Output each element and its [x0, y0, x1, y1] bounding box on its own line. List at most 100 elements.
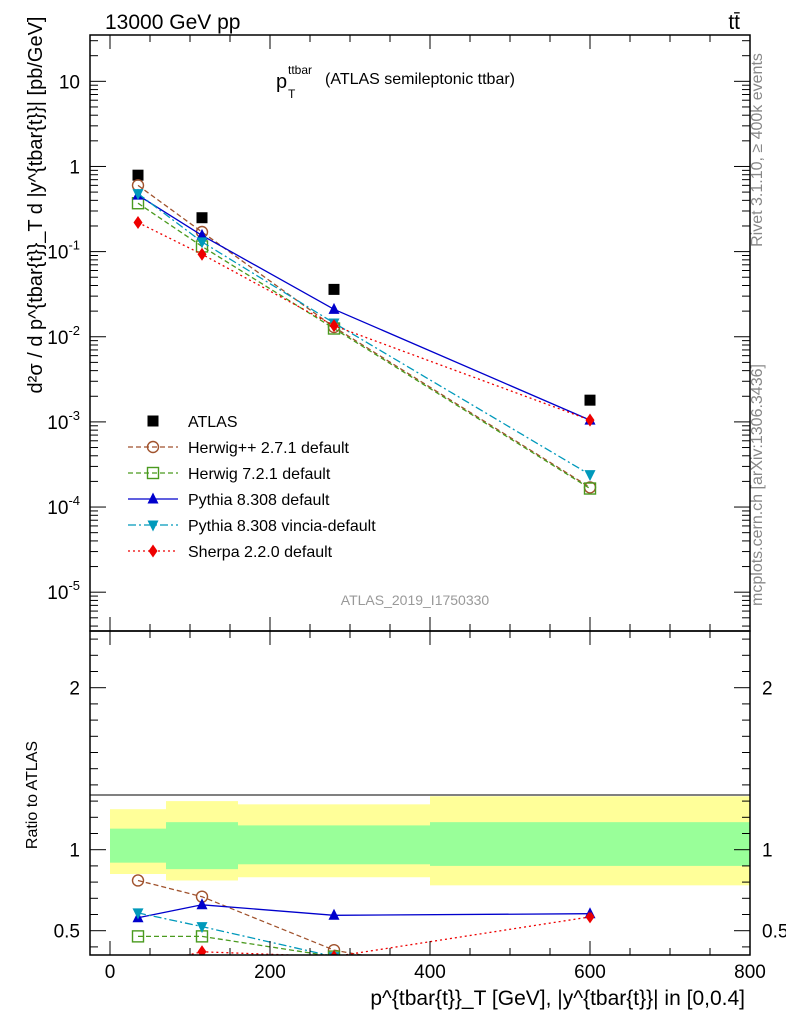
legend-marker-4 — [147, 520, 159, 532]
legend-marker-3 — [147, 492, 159, 504]
main-y-tick-label: 10-3 — [47, 408, 80, 434]
ratio-series-1-point — [131, 930, 145, 943]
ratio-y-tick-label-right: 2 — [762, 679, 773, 700]
main-series-5-line — [137, 221, 591, 421]
ratio-y-tick-label-right: 1 — [762, 841, 773, 862]
main-series-2-line — [137, 202, 591, 490]
ratio-ticks — [90, 631, 751, 955]
main-series-3-point — [196, 228, 208, 240]
main-series-5-point — [197, 247, 207, 261]
ratio-uncertainty-bands — [110, 796, 750, 886]
main-series — [131, 169, 597, 495]
main-series-5-point — [133, 215, 143, 229]
main-series-0-point — [196, 212, 208, 224]
ratio-series — [131, 874, 596, 973]
main-y-tick-exponent: -4 — [68, 493, 80, 508]
x-tick-label: 200 — [254, 962, 286, 983]
chart-title: p ttbar T (ATLAS semileptonic ttbar) — [276, 63, 515, 101]
ratio-y-tick-label-left: 1 — [69, 841, 80, 862]
main-y-tick-label: 10-2 — [47, 323, 80, 349]
ratio-band-green — [430, 822, 750, 866]
ratio-frame — [89, 630, 751, 956]
main-y-tick-exponent: -2 — [68, 323, 80, 338]
legend: ATLAS Herwig++ 2.7.1 default Herwig 7.2.1 … — [128, 414, 376, 561]
main-ticks — [90, 35, 751, 631]
main-y-tick-base: 10 — [47, 328, 68, 349]
main-series-4-point — [132, 189, 144, 201]
main-y-tick-base: 10 — [47, 413, 68, 434]
rivet-label: Rivet 3.1.10, ≥ 400k events — [749, 53, 766, 247]
x-tick-label: 800 — [734, 962, 766, 983]
x-tick-label: 0 — [105, 962, 116, 983]
ratio-y-axis-label: Ratio to ATLAS — [24, 741, 41, 849]
legend-marker-2 — [146, 466, 160, 480]
main-y-tick-label: 10 — [59, 72, 80, 93]
main-series-3-line — [137, 194, 591, 421]
ratio-y-tick-label-left: 0.5 — [54, 922, 80, 943]
main-y-tick-label: 10-1 — [47, 238, 80, 264]
legend-label-3: Pythia 8.308 default — [188, 492, 330, 509]
collision-label: 13000 GeV pp — [105, 11, 240, 34]
ratio-y-tick-label-right: 0.5 — [762, 922, 786, 943]
ratio-series-4-point — [134, 960, 143, 973]
ratio-series-3-point — [196, 922, 208, 934]
ratio-y-tick-label-left: 2 — [69, 679, 80, 700]
main-y-tick-base: 10 — [47, 498, 68, 519]
legend-marker-0 — [147, 415, 159, 427]
ratio-series-2-line — [137, 904, 591, 919]
main-y-tick-base: 10 — [59, 72, 80, 93]
main-y-tick-exponent: -3 — [68, 408, 80, 423]
title-rest: (ATLAS semileptonic ttbar) — [325, 71, 515, 88]
legend-marker-5 — [148, 544, 158, 558]
ratio-tick-labels: 0 200 400 600 800 0.5 0.5 1 1 2 2 — [54, 679, 786, 983]
main-y-tick-base: 1 — [69, 157, 80, 178]
analysis-watermark: ATLAS_2019_I1750330 — [341, 592, 490, 608]
main-series-4-point — [584, 470, 596, 482]
ratio-series-4-point — [197, 945, 207, 955]
main-series-0-point — [328, 283, 340, 295]
ratio-panel: 0 200 400 600 800 0.5 0.5 1 1 2 2 Ratio to ATLAS p… — [24, 630, 786, 1010]
x-tick-label: 600 — [574, 962, 606, 983]
legend-marker-1 — [146, 440, 160, 454]
legend-label-4: Pythia 8.308 vincia-default — [188, 518, 376, 535]
main-y-tick-base: 10 — [47, 583, 68, 604]
ratio-series-3-line — [137, 912, 330, 955]
main-series-5-point — [585, 413, 595, 427]
ratio-band-green — [110, 828, 166, 863]
legend-label-0: ATLAS — [188, 414, 238, 431]
main-y-tick-label: 10-5 — [47, 578, 80, 604]
main-series-2-point — [583, 482, 597, 495]
title-sub: T — [288, 87, 296, 101]
main-y-tick-base: 10 — [47, 243, 68, 264]
main-series-3-point — [328, 302, 340, 314]
ratio-band-green — [166, 822, 238, 870]
title-main: p — [276, 71, 287, 93]
main-y-tick-exponent: -5 — [68, 578, 80, 593]
main-y-tick-label: 10-4 — [47, 493, 80, 519]
ratio-series-2-point — [328, 908, 340, 920]
main-frame — [89, 34, 751, 632]
main-y-tick-exponent: -1 — [68, 238, 80, 253]
x-tick-label: 400 — [414, 962, 446, 983]
main-y-axis-label: d²σ / d p^{tbar{t}}_T d |y^{tbar{t}}| [p… — [25, 17, 47, 394]
ratio-series-3-point — [132, 908, 144, 920]
ratio-series-4-line — [184, 916, 591, 955]
main-series-1-line — [137, 184, 591, 488]
legend-label-2: Herwig 7.2.1 default — [188, 466, 331, 483]
main-series-4-point — [196, 237, 208, 249]
main-y-tick-label: 1 — [69, 157, 80, 178]
ratio-series-4-point — [330, 950, 338, 955]
main-series-0-point — [132, 169, 144, 181]
ratio-series-0-line — [137, 879, 365, 955]
ratio-series-2-point — [196, 898, 208, 910]
mcplots-label: mcplots.cern.ch [arXiv:1306.3436] — [749, 364, 766, 606]
main-series-0-point — [584, 394, 596, 406]
process-label: tt̄ — [728, 11, 740, 34]
legend-label-1: Herwig++ 2.7.1 default — [188, 440, 350, 457]
ratio-band-green — [238, 825, 430, 865]
ratio-series-0-point — [327, 943, 341, 955]
main-series-5-point — [329, 319, 339, 333]
